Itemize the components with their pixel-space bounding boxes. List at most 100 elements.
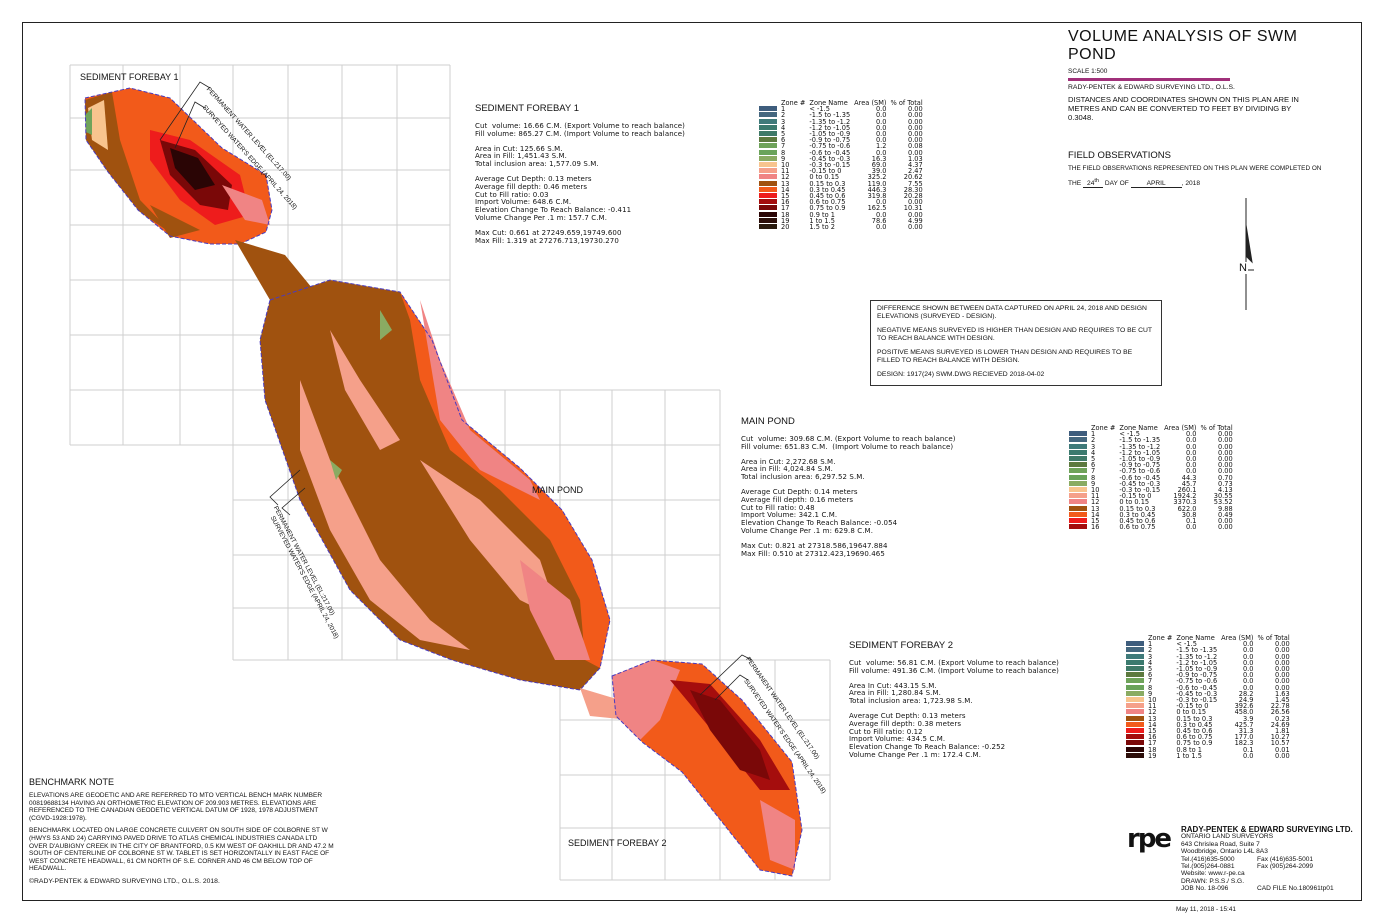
zone-color-swatch: [1126, 690, 1144, 696]
zone-number: 5: [1148, 665, 1153, 674]
table-row: 3 -1.35 to -1.2 0.0 0.00: [1124, 652, 1292, 661]
column-header: Zone #: [1148, 634, 1173, 642]
zone-number: 14: [781, 185, 790, 194]
zone-percent: 4.99: [908, 216, 923, 225]
zone-percent: 0.00: [908, 136, 923, 145]
zone-percent: 0.00: [908, 117, 923, 126]
zone-number: 2: [1148, 646, 1153, 655]
table-row: 1 < -1.5 0.0 0.00: [1067, 431, 1235, 438]
zone-color-swatch: [759, 149, 777, 155]
zone-color-swatch: [759, 112, 777, 118]
table-row: 13 0.15 to 0.3 119.0 7.55: [757, 179, 925, 188]
benchmark-note: BENCHMARK NOTE ELEVATIONS ARE GEODETIC A…: [29, 777, 334, 885]
zone-percent: 0.00: [1218, 436, 1233, 445]
zone-color-swatch: [759, 174, 777, 180]
zone-percent: 0.00: [908, 198, 923, 207]
stat-line: Elevation Change To Reach Balance: -0.05…: [741, 519, 898, 528]
main-pond-stats: MAIN POND Cut volume: 309.68 C.M. (Export…: [741, 416, 956, 558]
zone-color-swatch: [1126, 721, 1144, 727]
zone-percent: 0.00: [908, 210, 923, 219]
stat-line: Cut volume: 309.68 C.M. (Export Volume t…: [741, 435, 956, 443]
zone-name: 0.6 to 0.75: [1119, 523, 1156, 532]
stat-line: Max Cut: 0.821 at 27318.586,19647.884: [741, 541, 888, 550]
zone-name: < -1.5: [1176, 640, 1197, 649]
zone-percent: 0.49: [1218, 510, 1233, 519]
table-row: 4 -1.2 to -1.05 0.0 0.00: [757, 123, 925, 132]
zone-name: -1.05 to -0.9: [1119, 455, 1161, 464]
column-header: Zone Name: [1119, 424, 1158, 432]
zone-area: 3370.3: [1173, 498, 1197, 507]
zone-percent: 10.31: [903, 204, 923, 213]
zone-name: -0.15 to 0: [1119, 492, 1152, 501]
zone-color-swatch: [759, 199, 777, 205]
zone-area: 0.0: [1185, 436, 1197, 445]
zone-percent: 0.00: [1218, 442, 1233, 451]
section-heading: MAIN POND: [741, 416, 795, 427]
zone-name: -0.75 to -0.6: [1119, 467, 1161, 476]
zone-percent: 7.55: [908, 179, 923, 188]
zone-color-swatch: [1069, 443, 1087, 449]
zone-name: 0.45 to 0.6: [809, 192, 846, 201]
the-text: THE: [1068, 180, 1082, 188]
table-row: 12 0 to 0.15 3370.3 53.52: [1067, 498, 1235, 507]
stat-line: Fill volume: 865.27 C.M. (Import Volume …: [475, 129, 685, 138]
zone-name: 0.75 to 0.9: [1176, 739, 1213, 748]
zone-number: 3: [1091, 442, 1096, 451]
zone-number: 6: [781, 136, 786, 145]
zone-number: 4: [781, 123, 786, 132]
zone-area: 30.8: [1181, 510, 1197, 519]
zone-percent: 10.57: [1270, 739, 1290, 748]
zone-area: 3.9: [1242, 714, 1254, 723]
zone-number: 9: [781, 154, 786, 163]
company-line: RADY-PENTEK & EDWARD SURVEYING LTD., O.L…: [1068, 84, 1235, 91]
zone-area: 45.7: [1181, 479, 1197, 488]
zone-area: 0.0: [1242, 671, 1254, 680]
zone-color-swatch: [1126, 697, 1144, 703]
zone-percent: 10.27: [1270, 733, 1290, 742]
fax: Fax (905)264-2099: [1257, 863, 1314, 871]
table-row: 11 -0.15 to 0 1924.2 30.55: [1067, 492, 1235, 501]
zone-color-swatch: [1126, 734, 1144, 740]
zone-number: 1: [781, 105, 786, 114]
table-row: 10 -0.3 to -0.15 24.9 1.45: [1124, 697, 1292, 703]
note-line: DESIGN: 1917(24) SWM.DWG RECIEVED 2018-0…: [877, 371, 1045, 378]
table-row: 15 0.45 to 0.6 0.1 0.00: [1067, 518, 1235, 524]
zone-color-swatch: [759, 143, 777, 149]
table-row: 9 -0.45 to -0.3 28.2 1.63: [1124, 690, 1292, 697]
zone-percent: 0.00: [1275, 652, 1290, 661]
zone-name: -1.2 to -1.05: [1119, 448, 1161, 457]
zone-area: 119.0: [867, 179, 887, 188]
zone-percent: 0.73: [1218, 479, 1233, 488]
label-forebay1: SEDIMENT FOREBAY 1: [80, 72, 179, 82]
stat-line: Import Volume: 648.6 C.M.: [475, 198, 572, 207]
note-line: DIFFERENCE SHOWN BETWEEN DATA CAPTURED O…: [877, 305, 1147, 320]
stat-line: Area in Cut: 2,272.68 S.M.: [741, 457, 836, 466]
column-header: Zone #: [1091, 424, 1116, 432]
company-name: RADY-PENTEK & EDWARD SURVEYING LTD.: [1181, 825, 1353, 834]
zone-name: 0.15 to 0.3: [809, 179, 846, 188]
zone-percent: 0.00: [1275, 683, 1290, 692]
zone-color-swatch: [1126, 703, 1144, 709]
zone-name: -0.15 to 0: [809, 167, 842, 176]
zone-color-swatch: [1126, 641, 1144, 647]
zone-number: 4: [1091, 448, 1096, 457]
zone-percent: 0.00: [908, 130, 923, 139]
zone-color-swatch: [759, 131, 777, 137]
zone-number: 4: [1148, 658, 1153, 667]
zone-area: 0.0: [875, 210, 887, 219]
zone-number: 6: [1148, 671, 1153, 680]
zone-name: 0 to 0.15: [1119, 498, 1150, 507]
zone-area: 0.0: [875, 148, 887, 157]
zone-number: 9: [1091, 479, 1096, 488]
stat-line: Cut to Fill ratio: 0.03: [475, 190, 549, 199]
note-line: NEGATIVE MEANS SURVEYED IS HIGHER THAN D…: [877, 327, 1152, 342]
zone-area: 182.3: [1234, 739, 1254, 748]
zone-area: 162.5: [867, 204, 887, 213]
zone-color-swatch: [1126, 653, 1144, 659]
zone-name: -0.3 to -0.15: [1119, 486, 1161, 495]
zone-name: -1.2 to -1.05: [809, 123, 851, 132]
zone-area: 0.0: [875, 105, 887, 114]
stat-line: Elevation Change To Reach Balance: -0.25…: [849, 743, 1006, 752]
zone-name: -1.5 to -1.35: [809, 111, 851, 120]
